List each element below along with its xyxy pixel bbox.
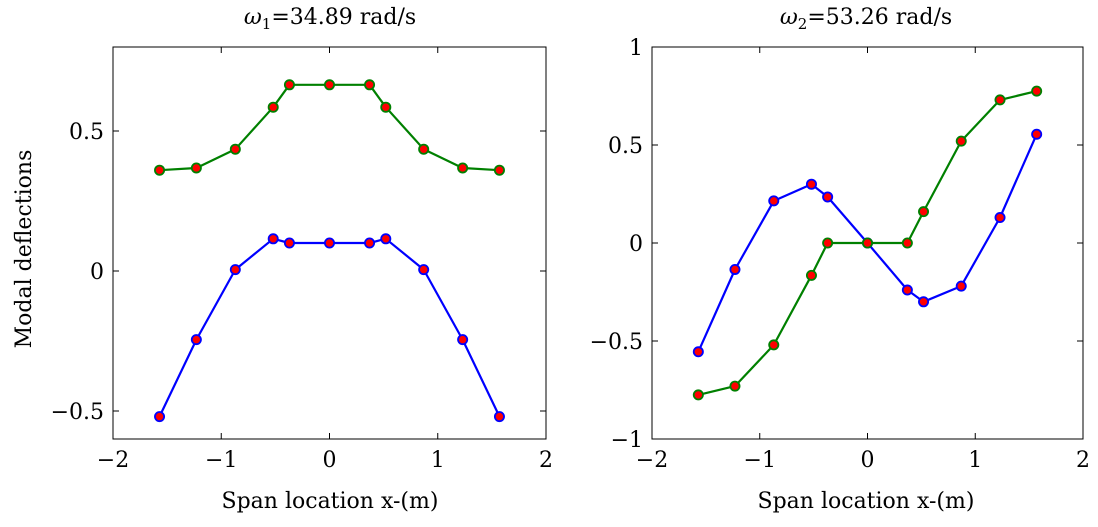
y-tick-label: −0.5 (590, 330, 643, 355)
y-tick-label: 0 (90, 260, 104, 285)
data-point (901, 284, 913, 296)
data-point (267, 101, 279, 113)
data-point (493, 164, 505, 176)
data-point (190, 162, 202, 174)
series-line-2 (159, 83, 500, 172)
data-point (729, 263, 741, 275)
data-point (822, 237, 834, 249)
data-point (457, 334, 469, 346)
data-point (190, 334, 202, 346)
data-point (692, 389, 704, 401)
data-point (768, 339, 780, 351)
x-tick-label: 0 (861, 448, 875, 473)
data-point (229, 143, 241, 155)
chart-panel-left: ω1=34.89 rad/s Modal deflections Span lo… (12, 5, 553, 514)
series-line-1 (158, 237, 501, 418)
x-tick-label: −2 (97, 448, 129, 473)
y-tick-label: 0 (629, 232, 643, 257)
x-tick-label: 2 (539, 448, 553, 473)
data-point (862, 237, 874, 249)
y-tick-label: 0.5 (69, 120, 104, 145)
data-point (283, 79, 295, 91)
x-tick-label: 1 (968, 448, 982, 473)
x-axis-label-left: Span location x-(m) (222, 489, 439, 514)
data-point (418, 143, 430, 155)
y-tick-label: 0.5 (608, 134, 643, 159)
y-tick-label: −1 (611, 428, 643, 453)
data-point (418, 264, 430, 276)
data-point (493, 411, 505, 423)
data-point (805, 269, 817, 281)
data-point (283, 237, 295, 249)
y-tick-label: 1 (629, 36, 643, 61)
data-point (364, 237, 376, 249)
data-point (267, 233, 279, 245)
data-point (822, 191, 834, 203)
x-tick-label: 2 (1076, 448, 1090, 473)
x-tick-label: −2 (636, 448, 668, 473)
data-point (955, 280, 967, 292)
data-point (901, 237, 913, 249)
data-point (692, 346, 704, 358)
y-axis-label-left: Modal deflections (12, 150, 37, 349)
chart-title-left: ω1=34.89 rad/s (244, 5, 416, 33)
data-point (768, 195, 780, 207)
data-point (323, 79, 335, 91)
data-point (955, 135, 967, 147)
data-point (380, 101, 392, 113)
data-point (457, 162, 469, 174)
chart-title-right: ω2=53.26 rad/s (780, 5, 952, 33)
data-point (154, 164, 166, 176)
data-point (323, 237, 335, 249)
data-point (994, 94, 1006, 106)
data-point (729, 380, 741, 392)
y-tick-label: −0.5 (51, 400, 104, 425)
x-tick-label: −1 (744, 448, 776, 473)
data-point (805, 178, 817, 190)
data-point (229, 264, 241, 276)
data-point (1031, 85, 1043, 97)
data-point (154, 411, 166, 423)
x-tick-label: 0 (323, 448, 337, 473)
data-point (1031, 128, 1043, 140)
data-point (364, 79, 376, 91)
data-point (380, 233, 392, 245)
data-point (918, 206, 930, 218)
x-axis-label-right: Span location x-(m) (758, 489, 975, 514)
data-point (918, 296, 930, 308)
x-tick-label: −1 (205, 448, 237, 473)
data-point (994, 212, 1006, 224)
x-tick-label: 1 (431, 448, 445, 473)
chart-panel-right: ω2=53.26 rad/s Span location x-(m) −2 −1 0… (590, 5, 1090, 514)
